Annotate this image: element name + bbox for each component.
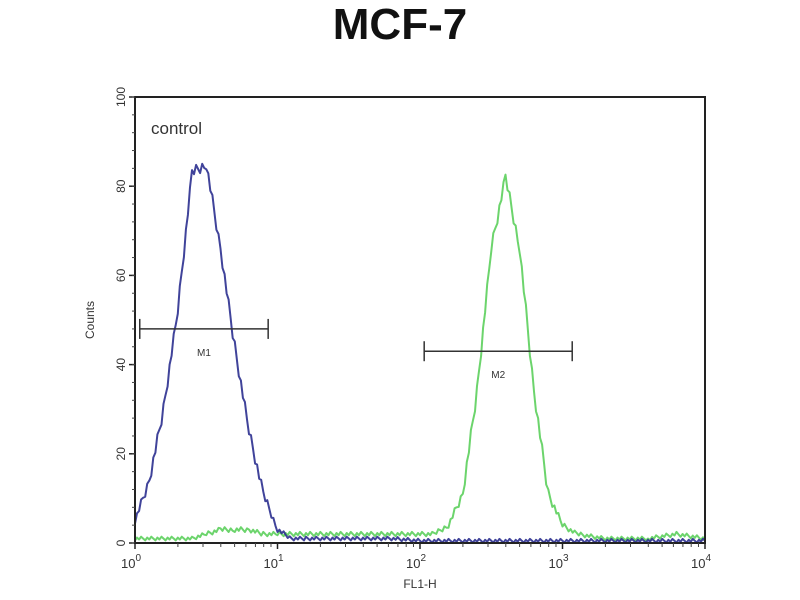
chart-title: MCF-7: [332, 0, 468, 49]
control-annotation: control: [151, 119, 202, 138]
gate-label: M2: [491, 370, 505, 381]
x-tick-label: 101: [263, 553, 283, 571]
y-tick-label: 20: [114, 447, 128, 461]
series-line-control: [134, 162, 706, 544]
x-tick-label: 102: [406, 553, 426, 571]
y-tick-label: 40: [114, 358, 128, 372]
y-tick-label: 80: [114, 179, 128, 193]
gate-label: M1: [197, 348, 211, 359]
x-axis-label: FL1-H: [403, 577, 436, 591]
y-tick-label: 100: [114, 87, 128, 107]
y-axis-label: Counts: [83, 301, 97, 339]
plot-frame: [134, 96, 706, 544]
y-tick-label: 60: [114, 268, 128, 282]
y-tick-label: 0: [114, 539, 128, 546]
x-tick-label: 104: [691, 553, 711, 571]
x-tick-label: 100: [121, 553, 141, 571]
series-line-sample: [134, 173, 706, 542]
x-tick-label: 103: [548, 553, 568, 571]
